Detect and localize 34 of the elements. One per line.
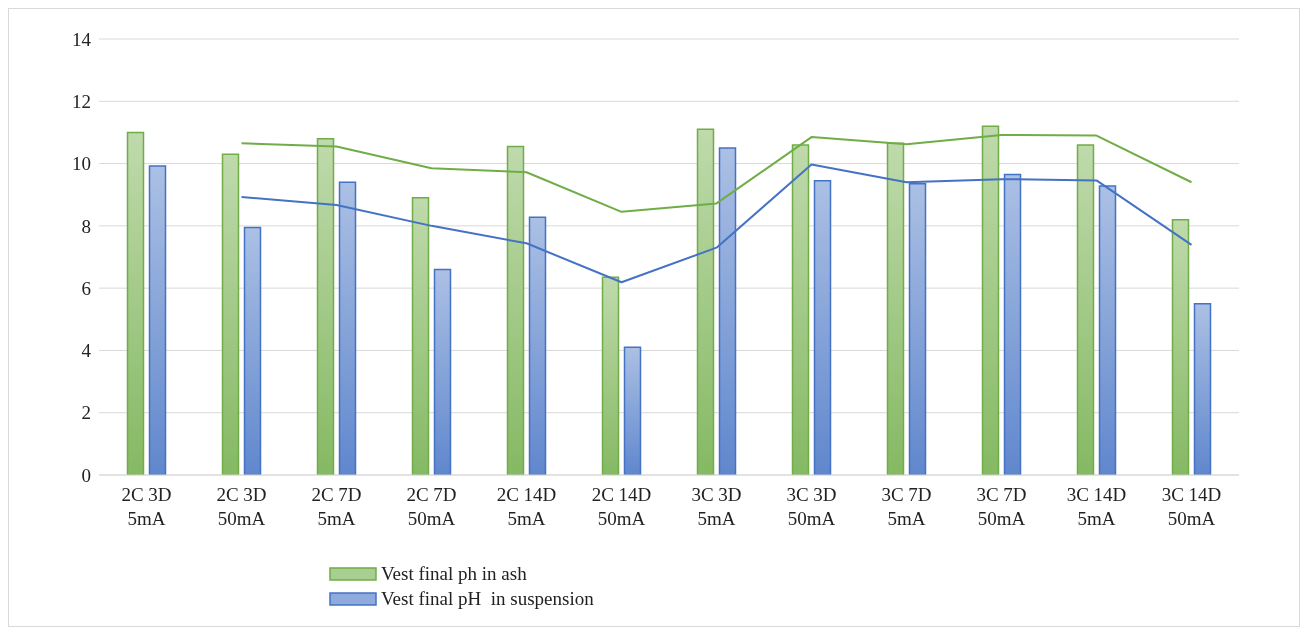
- bar: [601, 276, 620, 475]
- bar: [221, 153, 240, 475]
- bar: [1076, 144, 1095, 475]
- x-tick-label: 2C 14D 5mA: [496, 484, 557, 529]
- x-tick-label: 3C 14D 5mA: [1066, 484, 1127, 529]
- legend-label: Vest final ph in ash: [381, 562, 527, 585]
- bar: [433, 268, 452, 475]
- bar: [148, 165, 167, 475]
- bar: [1171, 218, 1190, 475]
- x-tick-label: 2C 7D 5mA: [311, 484, 362, 529]
- bar: [411, 197, 430, 475]
- legend-label: Vest final pH in suspension: [381, 587, 594, 610]
- bar: [126, 131, 145, 475]
- y-tick-label: 6: [81, 277, 91, 299]
- x-tick-label: 2C 3D 50mA: [216, 484, 267, 529]
- x-tick-label: 3C 7D 5mA: [881, 484, 932, 529]
- y-tick-label: 10: [72, 153, 91, 175]
- bar: [623, 346, 642, 475]
- x-tick-label: 3C 3D 50mA: [786, 484, 837, 529]
- bar: [813, 179, 832, 475]
- x-tick-label: 3C 3D 5mA: [691, 484, 742, 529]
- x-tick-label: 2C 14D 50mA: [591, 484, 652, 529]
- y-tick-label: 12: [72, 91, 91, 113]
- y-tick-label: 2: [81, 402, 91, 424]
- x-tick-label: 3C 7D 50mA: [976, 484, 1027, 529]
- y-tick-label: 4: [81, 340, 92, 362]
- x-tick-label: 2C 3D 5mA: [121, 484, 172, 529]
- bar: [243, 226, 262, 475]
- bar: [1193, 302, 1212, 475]
- y-tick-label: 8: [81, 215, 91, 237]
- y-tick-label: 0: [81, 464, 91, 486]
- x-tick-label: 2C 7D 50mA: [406, 484, 457, 529]
- y-tick-label: 14: [72, 28, 92, 50]
- x-tick-label: 3C 14D 50mA: [1161, 484, 1222, 529]
